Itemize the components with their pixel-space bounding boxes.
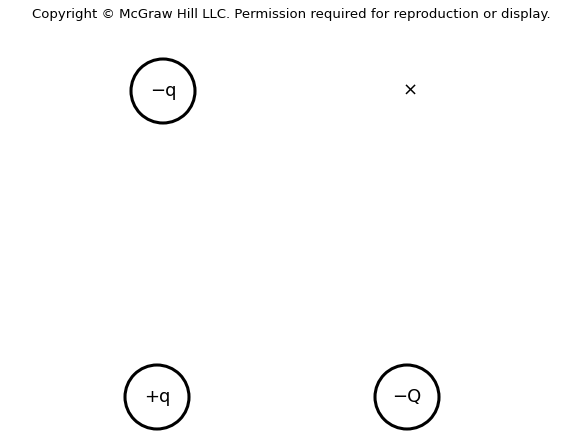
Text: −Q: −Q: [392, 388, 422, 406]
Circle shape: [125, 365, 189, 429]
Text: ×: ×: [402, 82, 417, 100]
Circle shape: [375, 365, 439, 429]
Text: +q: +q: [144, 388, 170, 406]
Text: −q: −q: [150, 82, 176, 100]
Circle shape: [131, 59, 195, 123]
Text: Copyright © McGraw Hill LLC. Permission required for reproduction or display.: Copyright © McGraw Hill LLC. Permission …: [32, 8, 551, 21]
